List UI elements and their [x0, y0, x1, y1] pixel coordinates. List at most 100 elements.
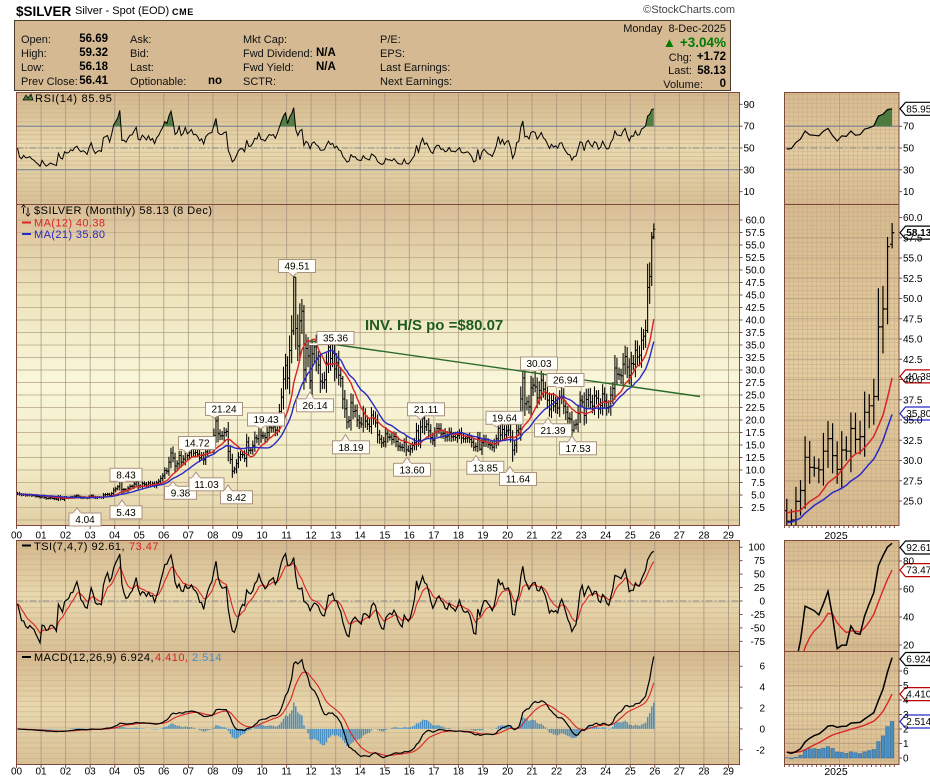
svg-text:17.53: 17.53: [565, 444, 590, 455]
svg-text:58.13: 58.13: [906, 228, 930, 239]
svg-text:MA(12) 40.38: MA(12) 40.38: [34, 218, 105, 230]
svg-text:26: 26: [649, 767, 661, 778]
svg-text:40.0: 40.0: [746, 316, 766, 327]
svg-text:12.5: 12.5: [746, 453, 766, 464]
svg-text:52.5: 52.5: [903, 274, 923, 285]
svg-text:-75: -75: [751, 637, 766, 648]
svg-text:35.0: 35.0: [903, 416, 923, 427]
svg-text:90: 90: [744, 100, 756, 111]
svg-text:30: 30: [903, 165, 915, 176]
svg-text:92.61: 92.61: [906, 543, 930, 554]
svg-text:20: 20: [903, 641, 915, 652]
svg-text:2025: 2025: [824, 530, 848, 542]
svg-text:30.0: 30.0: [746, 366, 766, 377]
svg-text:0: 0: [759, 597, 765, 608]
svg-text:11.64: 11.64: [506, 475, 531, 486]
svg-text:07: 07: [183, 767, 195, 778]
svg-text:21: 21: [526, 767, 538, 778]
svg-text:35.80: 35.80: [906, 409, 930, 420]
svg-text:70: 70: [903, 122, 915, 133]
svg-text:35.0: 35.0: [746, 341, 766, 352]
svg-text:45.0: 45.0: [903, 335, 923, 346]
svg-text:50: 50: [754, 570, 766, 581]
svg-text:01: 01: [35, 767, 47, 778]
svg-text:80: 80: [903, 557, 915, 568]
svg-text:73.47: 73.47: [129, 541, 159, 553]
svg-text:12: 12: [306, 767, 318, 778]
svg-text:4.04: 4.04: [75, 515, 95, 526]
svg-text:60.0: 60.0: [746, 216, 766, 227]
svg-text:20: 20: [502, 767, 514, 778]
svg-text:2.5: 2.5: [751, 503, 765, 514]
svg-text:17: 17: [428, 531, 440, 542]
svg-text:4.410,: 4.410,: [155, 652, 189, 664]
svg-text:4.410: 4.410: [906, 690, 930, 701]
svg-text:TSI(7,4,7) 92.61,: TSI(7,4,7) 92.61,: [34, 541, 125, 553]
svg-text:INV. H/S po =$80.07: INV. H/S po =$80.07: [365, 317, 503, 334]
svg-text:2.514: 2.514: [906, 717, 930, 728]
svg-text:09: 09: [232, 767, 244, 778]
svg-text:13: 13: [330, 767, 342, 778]
svg-text:17.5: 17.5: [746, 428, 766, 439]
svg-text:-50: -50: [751, 623, 766, 634]
svg-text:11.03: 11.03: [194, 480, 219, 491]
svg-text:3: 3: [903, 710, 909, 721]
svg-text:42.5: 42.5: [746, 303, 766, 314]
svg-text:MACD(12,26,9) 6.924,: MACD(12,26,9) 6.924,: [34, 652, 154, 664]
svg-text:57.5: 57.5: [746, 228, 766, 239]
svg-text:03: 03: [85, 531, 97, 542]
svg-text:30.03: 30.03: [526, 359, 551, 370]
svg-text:0: 0: [759, 724, 765, 735]
svg-text:42.5: 42.5: [903, 355, 923, 366]
svg-text:05: 05: [134, 767, 146, 778]
svg-text:10.0: 10.0: [746, 466, 766, 477]
svg-text:10: 10: [744, 187, 756, 198]
svg-text:9.38: 9.38: [171, 488, 191, 499]
svg-text:18: 18: [453, 531, 465, 542]
svg-text:25.0: 25.0: [746, 391, 766, 402]
svg-text:MA(21) 35.80: MA(21) 35.80: [34, 229, 105, 241]
svg-text:100: 100: [748, 543, 765, 554]
svg-text:25: 25: [625, 767, 637, 778]
svg-text:01: 01: [35, 531, 47, 542]
svg-text:8.42: 8.42: [227, 493, 247, 504]
svg-text:23: 23: [576, 531, 588, 542]
svg-text:4: 4: [759, 683, 765, 694]
svg-text:21.24: 21.24: [211, 405, 236, 416]
svg-text:10: 10: [256, 531, 268, 542]
svg-text:32.5: 32.5: [746, 353, 766, 364]
svg-text:19.43: 19.43: [253, 415, 278, 426]
svg-text:37.5: 37.5: [903, 395, 923, 406]
svg-text:13: 13: [330, 531, 342, 542]
svg-text:22.5: 22.5: [746, 403, 766, 414]
svg-text:24: 24: [600, 531, 612, 542]
svg-text:47.5: 47.5: [746, 278, 766, 289]
svg-text:52.5: 52.5: [746, 253, 766, 264]
svg-text:27: 27: [674, 531, 686, 542]
svg-text:6: 6: [759, 662, 765, 673]
svg-text:7.5: 7.5: [751, 478, 765, 489]
svg-text:28: 28: [698, 531, 710, 542]
svg-text:21.11: 21.11: [414, 405, 439, 416]
svg-text:18: 18: [453, 767, 465, 778]
svg-text:09: 09: [232, 531, 244, 542]
svg-text:26.94: 26.94: [553, 376, 578, 387]
svg-text:20.0: 20.0: [746, 416, 766, 427]
svg-text:16: 16: [404, 531, 416, 542]
svg-text:40.0: 40.0: [903, 375, 923, 386]
svg-text:0: 0: [903, 754, 909, 765]
svg-text:15: 15: [379, 531, 391, 542]
svg-text:06: 06: [158, 767, 170, 778]
svg-text:15.0: 15.0: [746, 441, 766, 452]
svg-text:60.0: 60.0: [903, 213, 923, 224]
svg-text:29: 29: [723, 767, 735, 778]
svg-text:07: 07: [183, 531, 195, 542]
svg-text:47.5: 47.5: [903, 314, 923, 325]
svg-text:22: 22: [551, 531, 563, 542]
svg-text:13.85: 13.85: [473, 463, 498, 474]
svg-text:10: 10: [903, 187, 915, 198]
svg-text:15: 15: [379, 767, 391, 778]
svg-text:35.36: 35.36: [323, 334, 348, 345]
svg-text:45.0: 45.0: [746, 291, 766, 302]
svg-text:27: 27: [674, 767, 686, 778]
